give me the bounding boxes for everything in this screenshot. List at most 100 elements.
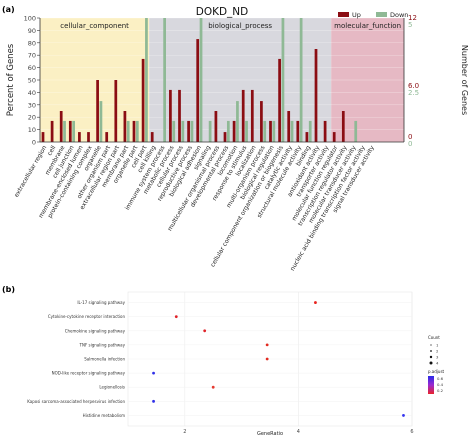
point (402, 414, 405, 417)
chart-title: DOKD_ND (196, 6, 249, 18)
legend-count-dot (430, 350, 432, 352)
bar-up (223, 132, 227, 142)
y-tick-label: NOD-like receptor signaling pathway (52, 371, 126, 376)
legend-count-label: 3 (436, 355, 439, 360)
legend-p-tick: 0.2 (437, 388, 444, 393)
bar-up (105, 132, 109, 142)
bar-down (354, 120, 358, 142)
section-label: biological_process (208, 22, 272, 30)
bar-up (260, 101, 263, 142)
legend-count-dot (429, 361, 433, 365)
bar-down (236, 101, 239, 142)
panel-label-a: (a) (2, 5, 15, 14)
legend-p-title: p.adjust (428, 369, 445, 374)
y-tick-label: 40 (28, 89, 36, 97)
bar-up (141, 58, 145, 142)
y-axis-label: Percent of Genes (6, 43, 16, 116)
bar-down (135, 120, 139, 142)
bar-down (290, 120, 294, 142)
y-tick-label: 20 (28, 114, 36, 122)
bar-up (214, 111, 218, 142)
bar-up (232, 120, 236, 142)
y-tick-label: 50 (28, 77, 36, 85)
bar-up (341, 111, 345, 142)
bar-up (269, 120, 272, 142)
bar-up (278, 58, 281, 142)
section-label: molecular_function (334, 22, 401, 30)
point (211, 385, 215, 389)
right-tick-down: 5 (408, 21, 412, 29)
point (265, 343, 269, 347)
legend-count-label: 2 (436, 349, 439, 354)
bar-up (59, 111, 63, 142)
panel-label-b: (b) (2, 285, 15, 294)
x-tick-label: 4 (297, 429, 300, 435)
bar-up (114, 80, 118, 142)
bar-up (96, 80, 99, 142)
bar-up (287, 111, 291, 142)
y-tick-label: Chemokine signaling pathway (65, 328, 126, 333)
bar-down (72, 120, 75, 142)
right-tick-up: 6.0 (408, 82, 419, 90)
x-tick-label: 6 (410, 429, 413, 435)
y-tick-label: Histidine metabolism (83, 413, 125, 418)
bar-up (132, 120, 136, 142)
bar-down (208, 120, 212, 142)
legend-label: Down (390, 11, 408, 19)
bar-up (123, 111, 127, 142)
bar-down (199, 18, 203, 142)
y-tick-label: 90 (28, 27, 36, 35)
bar-down (245, 120, 248, 142)
bar-down (299, 18, 303, 142)
y-tick-label: Legionellosis (99, 385, 125, 390)
bar-up (305, 132, 309, 142)
point (203, 329, 207, 333)
go-bar-chart: cellular_component biological_process mole… (6, 6, 469, 272)
legend-count-label: 1 (436, 343, 439, 348)
x-axis-label: GeneRatio (257, 431, 283, 437)
bar-up (314, 49, 318, 142)
bar-down (281, 18, 285, 142)
bar-down (172, 120, 176, 142)
bar-down (145, 18, 148, 142)
x-tick-label: extracellular region (13, 144, 48, 198)
bar-up (323, 120, 327, 142)
bar-down (63, 120, 66, 142)
point (152, 399, 155, 403)
bar-up (169, 89, 172, 142)
bar-down (226, 120, 230, 142)
section-label: cellular_component (60, 22, 129, 30)
bar-up (241, 89, 245, 142)
x-tick-label: cell (46, 144, 57, 157)
right-axis-label: Number of Genes (460, 45, 469, 115)
y-tick-label: IL-17 signaling pathway (77, 300, 125, 305)
x-tick-label: 2 (183, 429, 186, 435)
point (265, 357, 269, 361)
bar-up (41, 132, 45, 142)
right-tick-up: 0 (408, 133, 412, 141)
legend-swatch-up (338, 12, 349, 17)
bar-up (196, 39, 200, 142)
y-tick-label: 60 (28, 64, 36, 72)
bar-down (181, 120, 185, 142)
legend-p-colorbar (428, 376, 434, 394)
point (174, 315, 178, 319)
y-tick-label: Salmonella infection (84, 357, 125, 362)
right-tick-down: 0 (408, 140, 412, 148)
bar-down (163, 18, 166, 142)
legend-swatch-down (376, 12, 387, 17)
bar-down (263, 120, 267, 142)
bar-down (190, 120, 194, 142)
legend-count-dot (429, 355, 433, 359)
bar-down (99, 101, 103, 142)
point (152, 371, 155, 375)
bar-up (250, 89, 254, 142)
bar-down (126, 120, 130, 142)
bar-down (308, 120, 312, 142)
y-tick-label: TNF signaling pathway (79, 342, 126, 347)
legend-count-label: 4 (436, 361, 439, 366)
y-tick-label: Kaposi sarcoma-associated herpesvirus in… (27, 399, 125, 404)
y-tick-label: 30 (28, 101, 36, 109)
legend-label: Up (352, 11, 361, 19)
